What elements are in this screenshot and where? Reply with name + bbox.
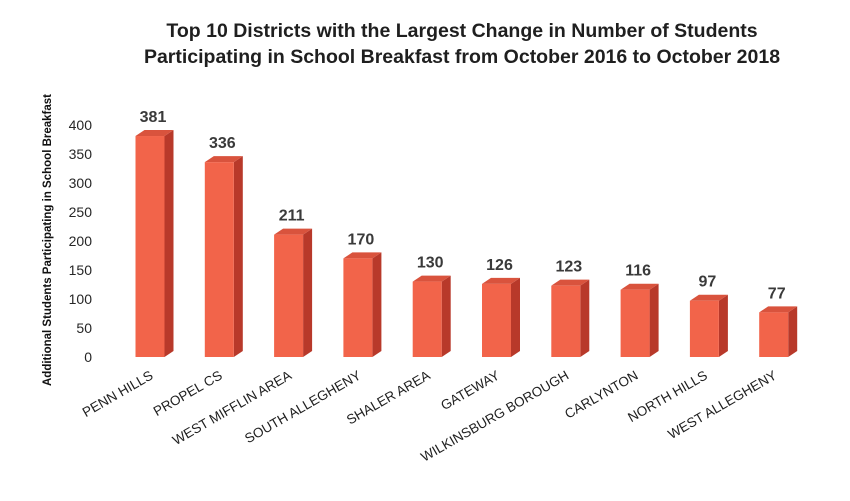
bar-side xyxy=(511,277,520,357)
y-axis-label: Additional Students Participating in Sch… xyxy=(42,94,54,386)
bar-top xyxy=(412,275,451,282)
bar-shaler-area xyxy=(412,275,451,357)
chart-title-line-2: Participating in School Breakfast from O… xyxy=(144,46,780,68)
data-label-shaler-area: 130 xyxy=(417,255,444,272)
bar-wilkinsburg-borough xyxy=(551,279,590,357)
data-label-south-allegheny: 170 xyxy=(348,231,375,248)
data-label-west-allegheny: 77 xyxy=(768,285,786,302)
bar-side xyxy=(788,306,798,357)
bar-side xyxy=(649,283,659,357)
chart-title-line-1: Top 10 Districts with the Largest Change… xyxy=(166,20,757,42)
bar-side xyxy=(441,275,451,357)
bar-penn-hills xyxy=(135,130,174,357)
bar-front xyxy=(412,281,442,357)
chart-title: Top 10 Districts with the Largest Change… xyxy=(144,20,780,68)
bar-top xyxy=(135,130,174,137)
bar-front xyxy=(204,162,234,357)
bar-front xyxy=(343,258,373,357)
y-tick-label: 50 xyxy=(76,320,92,336)
y-tick-label: 350 xyxy=(69,146,93,162)
bar-side xyxy=(233,156,243,357)
x-tick-label-penn-hills: PENN HILLS xyxy=(80,368,156,420)
data-label-west-mifflin-area: 211 xyxy=(279,208,305,225)
bar-side xyxy=(718,294,728,357)
y-tick-label: 400 xyxy=(69,117,93,133)
bar-carlynton xyxy=(620,283,659,357)
bar-front xyxy=(759,312,789,357)
x-tick-label-south-allegheny: SOUTH ALLEGHENY xyxy=(242,368,363,447)
bar-top xyxy=(482,277,520,284)
bar-top xyxy=(204,156,243,163)
data-label-north-hills: 97 xyxy=(699,274,717,291)
bar-side xyxy=(580,279,590,357)
bar-top xyxy=(551,279,590,286)
bars xyxy=(135,130,798,357)
bar-front xyxy=(482,283,511,357)
y-tick-label: 150 xyxy=(69,262,93,278)
data-label-gateway: 126 xyxy=(486,257,513,274)
data-labels: 381 336 211 170 130 126 123 116 97 77 xyxy=(140,109,786,302)
data-label-propel-cs: 336 xyxy=(209,135,236,152)
bar-front xyxy=(274,234,304,357)
data-label-penn-hills: 381 xyxy=(140,109,167,126)
bar-top xyxy=(759,306,798,313)
bar-front xyxy=(551,285,581,357)
bar-top xyxy=(689,294,728,301)
y-tick-label: 100 xyxy=(69,291,93,307)
bar-propel-cs xyxy=(204,156,243,357)
x-tick-label-gateway: GATEWAY xyxy=(438,368,502,413)
bar-side xyxy=(164,130,174,357)
data-label-wilkinsburg-borough: 123 xyxy=(555,259,582,276)
bar-west-mifflin-area xyxy=(274,228,313,357)
y-tick-label: 250 xyxy=(69,204,93,220)
bar-front xyxy=(689,300,719,357)
bar-south-allegheny xyxy=(343,252,382,357)
bar-side xyxy=(372,252,382,357)
bar-gateway xyxy=(482,277,520,357)
bar-west-allegheny xyxy=(759,306,798,357)
bar-side xyxy=(303,228,313,357)
bar-north-hills xyxy=(689,294,728,357)
bar-top xyxy=(274,228,313,235)
y-axis: 0 50 100 150 200 250 300 350 400 xyxy=(69,117,93,365)
bar-front xyxy=(620,289,650,357)
bar-top xyxy=(343,252,382,259)
x-tick-label-west-mifflin-area: WEST MIFFLIN AREA xyxy=(170,368,294,448)
y-tick-label: 300 xyxy=(69,175,93,191)
bar-top xyxy=(620,283,659,290)
data-label-carlynton: 116 xyxy=(625,263,651,280)
bar-front xyxy=(135,136,165,357)
y-tick-label: 200 xyxy=(69,233,93,249)
y-tick-label: 0 xyxy=(84,349,92,365)
